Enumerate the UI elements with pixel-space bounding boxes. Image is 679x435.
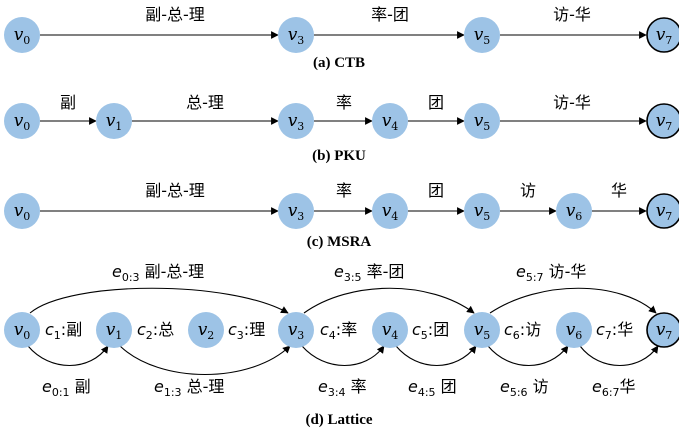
svg-text:v5: v5 bbox=[474, 201, 491, 223]
lattice-arc-v0-v3 bbox=[29, 287, 289, 314]
lattice-label-e57: e5:7 访-华 bbox=[516, 262, 586, 284]
lattice-arc-v5-v6 bbox=[487, 345, 569, 366]
svg-text:v6: v6 bbox=[566, 320, 583, 342]
node-v7: v7 bbox=[646, 193, 679, 229]
panel-msra: 副-总-理 率 团 访 华 v0 v3 v4 v5 v6 v7 (c) MSRA bbox=[4, 181, 679, 250]
lattice-char-c7: c7:华 bbox=[596, 320, 633, 342]
node-v5: v5 bbox=[464, 17, 500, 53]
lattice-char-c3: c3:理 bbox=[228, 320, 265, 342]
svg-text:v3: v3 bbox=[288, 25, 305, 47]
svg-text:v4: v4 bbox=[382, 201, 399, 223]
ctb-edge-label-3: 访-华 bbox=[553, 5, 591, 24]
node-v2: v2 bbox=[188, 312, 224, 348]
lattice-arc-v3-v4 bbox=[301, 345, 385, 366]
svg-text:v2: v2 bbox=[198, 320, 215, 342]
svg-text:v4: v4 bbox=[382, 111, 399, 133]
caption-ctb: (a) CTB bbox=[313, 55, 365, 71]
svg-text:v3: v3 bbox=[288, 111, 305, 133]
lattice-arc-v0-v1 bbox=[27, 345, 109, 366]
lattice-label-e45: e4:5 团 bbox=[408, 377, 457, 399]
msra-edge-label-3: 团 bbox=[428, 181, 444, 200]
msra-edge-label-4: 访 bbox=[520, 181, 536, 200]
svg-text:v5: v5 bbox=[474, 25, 491, 47]
svg-text:v0: v0 bbox=[14, 320, 31, 342]
node-v7: v7 bbox=[646, 17, 679, 53]
node-v3: v3 bbox=[278, 17, 314, 53]
lattice-arc-v5-v7 bbox=[489, 287, 657, 314]
pku-edge-label-3: 率 bbox=[336, 93, 352, 112]
lattice-arc-v4-v5 bbox=[395, 345, 477, 366]
lattice-char-c1: c1:副 bbox=[45, 320, 82, 342]
node-v0: v0 bbox=[4, 312, 40, 348]
node-v0: v0 bbox=[4, 17, 40, 53]
panel-lattice: e0:3 副-总-理 e3:5 率-团 e5:7 访-华 c1:副 c2:总 c… bbox=[4, 262, 679, 428]
svg-text:v1: v1 bbox=[106, 320, 123, 342]
svg-text:v7: v7 bbox=[656, 111, 673, 133]
caption-pku: (b) PKU bbox=[312, 148, 366, 164]
node-v5: v5 bbox=[464, 193, 500, 229]
lattice-label-e35: e3:5 率-团 bbox=[334, 262, 404, 284]
svg-text:v4: v4 bbox=[382, 320, 399, 342]
ctb-edge-label-1: 副-总-理 bbox=[145, 5, 205, 24]
caption-lattice: (d) Lattice bbox=[305, 412, 372, 428]
lattice-label-e56: e5:6 访 bbox=[500, 377, 549, 399]
node-v6: v6 bbox=[556, 193, 592, 229]
node-v7: v7 bbox=[646, 103, 679, 139]
panel-pku: 副 总-理 率 团 访-华 v0 v1 v3 v4 v5 v7 (b) PKU bbox=[4, 93, 679, 164]
lattice-arc-v6-v7 bbox=[579, 345, 659, 366]
svg-text:v7: v7 bbox=[656, 25, 673, 47]
node-v1: v1 bbox=[96, 312, 132, 348]
node-v0: v0 bbox=[4, 103, 40, 139]
node-v7: v7 bbox=[646, 312, 679, 348]
lattice-label-e34: e3:4 率 bbox=[318, 377, 367, 399]
node-v5: v5 bbox=[464, 312, 500, 348]
svg-text:v1: v1 bbox=[106, 111, 123, 133]
lattice-arc-v3-v5 bbox=[303, 287, 475, 314]
svg-text:v5: v5 bbox=[474, 111, 491, 133]
svg-text:v7: v7 bbox=[656, 201, 673, 223]
msra-edge-label-2: 率 bbox=[336, 181, 352, 200]
lattice-char-c5: c5:团 bbox=[412, 320, 449, 342]
lattice-label-e03: e0:3 副-总-理 bbox=[112, 262, 204, 284]
pku-edge-label-2: 总-理 bbox=[186, 93, 224, 112]
node-v4: v4 bbox=[372, 312, 408, 348]
pku-edge-label-4: 团 bbox=[428, 93, 444, 112]
node-v4: v4 bbox=[372, 193, 408, 229]
lattice-label-e67: e6:7华 bbox=[592, 377, 636, 399]
svg-text:v7: v7 bbox=[656, 320, 673, 342]
ctb-edge-label-2: 率-团 bbox=[371, 5, 409, 24]
svg-text:v6: v6 bbox=[566, 201, 583, 223]
lattice-char-c6: c6:访 bbox=[504, 320, 541, 342]
pku-edge-label-1: 副 bbox=[60, 93, 76, 112]
node-v4: v4 bbox=[372, 103, 408, 139]
node-v3: v3 bbox=[278, 312, 314, 348]
lattice-char-c2: c2:总 bbox=[137, 320, 174, 342]
node-v0: v0 bbox=[4, 193, 40, 229]
node-v1: v1 bbox=[96, 103, 132, 139]
lattice-char-c4: c4:率 bbox=[320, 320, 357, 342]
lattice-label-e13: e1:3 总-理 bbox=[154, 377, 224, 399]
lattice-label-e01: e0:1 副 bbox=[42, 377, 91, 399]
caption-msra: (c) MSRA bbox=[307, 234, 372, 250]
msra-edge-label-5: 华 bbox=[611, 181, 627, 200]
node-v3: v3 bbox=[278, 103, 314, 139]
svg-text:v0: v0 bbox=[14, 111, 31, 133]
svg-text:v5: v5 bbox=[474, 320, 491, 342]
svg-text:v3: v3 bbox=[288, 320, 305, 342]
panel-ctb: 副-总-理 率-团 访-华 v0 v3 v5 v7 (a) CTB bbox=[4, 5, 679, 71]
svg-text:v0: v0 bbox=[14, 25, 31, 47]
msra-edge-label-1: 副-总-理 bbox=[145, 181, 205, 200]
lattice-arc-v1-v3 bbox=[119, 345, 291, 375]
node-v3: v3 bbox=[278, 193, 314, 229]
node-v5: v5 bbox=[464, 103, 500, 139]
node-v6: v6 bbox=[556, 312, 592, 348]
svg-text:v0: v0 bbox=[14, 201, 31, 223]
svg-text:v3: v3 bbox=[288, 201, 305, 223]
pku-edge-label-5: 访-华 bbox=[553, 93, 591, 112]
